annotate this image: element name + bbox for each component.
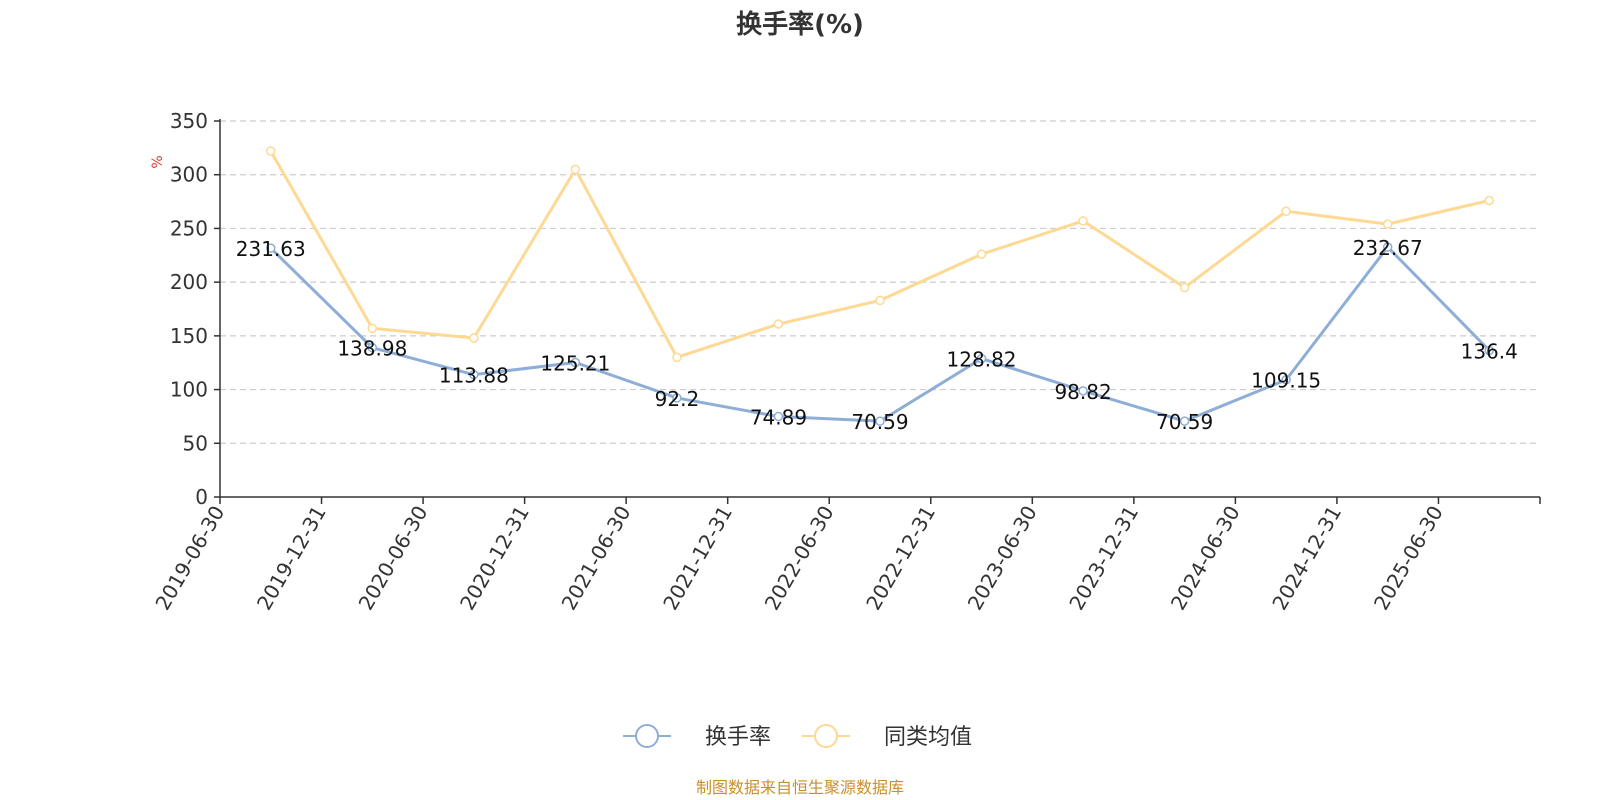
data-point [570,357,581,368]
data-label: 136.4 [1461,339,1518,363]
data-point [672,393,682,403]
data-point [367,323,378,334]
data-label: 232.67 [1353,236,1423,260]
data-point [1078,216,1088,226]
data-label: 125.21 [540,351,610,375]
x-tick-label: 2019-06-30 [150,502,229,615]
y-tick-label: 50 [183,431,208,455]
data-point [875,416,885,426]
data-label: 231.63 [236,237,306,261]
data-point [1382,242,1393,252]
data-point [570,164,581,175]
x-tick-label: 2021-06-30 [557,502,636,615]
x-tick-label: 2025-06-30 [1369,502,1448,615]
x-tick-label: 2024-12-31 [1267,502,1346,615]
data-point [1281,206,1291,216]
x-tick-label: 2019-12-31 [252,502,331,615]
data-point [875,295,885,306]
legend-item[interactable]: 同类均值 [802,724,972,750]
x-tick-label: 2021-12-31 [658,502,737,615]
data-label: 98.82 [1054,380,1111,404]
data-label: 70.59 [1156,410,1213,434]
data-point [1382,219,1393,229]
y-tick-label: 350 [170,109,208,133]
series-line [269,150,1490,359]
data-point [773,411,784,422]
data-label: 113.88 [439,364,509,388]
data-label: 128.82 [947,348,1017,372]
data-point [367,342,378,353]
x-tick-label: 2020-12-31 [455,502,534,615]
data-point [1281,374,1291,385]
data-label: 74.89 [750,406,807,430]
y-tick-label: 200 [170,270,208,294]
data-point [266,146,276,156]
data-label: 109.15 [1251,369,1321,393]
data-label: 92.2 [655,387,700,411]
data-point [773,319,784,329]
data-point [1078,386,1088,396]
x-tick-label: 2020-06-30 [354,501,433,614]
data-point [1179,282,1190,293]
data-point [266,243,276,253]
series-layer [266,146,1494,426]
x-tick-label: 2024-06-30 [1166,502,1245,615]
legend-item[interactable]: 换手率 [623,724,771,750]
x-tick-label: 2022-12-31 [861,502,940,615]
data-point [672,352,682,363]
data-point [976,353,987,364]
legend-label: 同类均值 [884,725,972,750]
x-tick-label: 2023-06-30 [963,502,1042,615]
data-label: 70.59 [851,410,908,434]
y-tick-label: 250 [170,216,208,240]
legend-marker [814,724,838,748]
y-tick-label: 100 [170,378,208,402]
grid-lines [220,120,1540,444]
data-point [1484,195,1494,206]
legend-label: 换手率 [705,725,771,750]
y-tick-label: 150 [170,324,208,348]
y-axis-unit: % [150,155,166,168]
data-point [469,333,479,343]
y-tick-label: 0 [195,485,208,509]
data-point [976,249,987,259]
x-tick-label: 2023-12-31 [1064,502,1143,615]
series-line [269,245,1491,423]
x-tick-label: 2022-06-30 [760,502,839,615]
data-point [469,369,479,380]
y-tick-label: 300 [170,163,208,187]
data-point [1484,345,1494,356]
chart-title: 换手率(%) [736,9,864,40]
data-label: 138.98 [337,337,407,361]
data-labels: 231.63 138.98 113.88 125.21 92.2 74.89 70.59 12… [236,236,1518,434]
axes: 0 50 100 150 200 250 300 350 2019-06-30 2019-12-3… [150,109,1541,615]
source-note: 制图数据来自恒生聚源数据库 [696,778,904,797]
data-point [1179,416,1190,426]
legend[interactable]: 换手率 同类均值 [623,724,972,750]
legend-marker [635,724,659,748]
